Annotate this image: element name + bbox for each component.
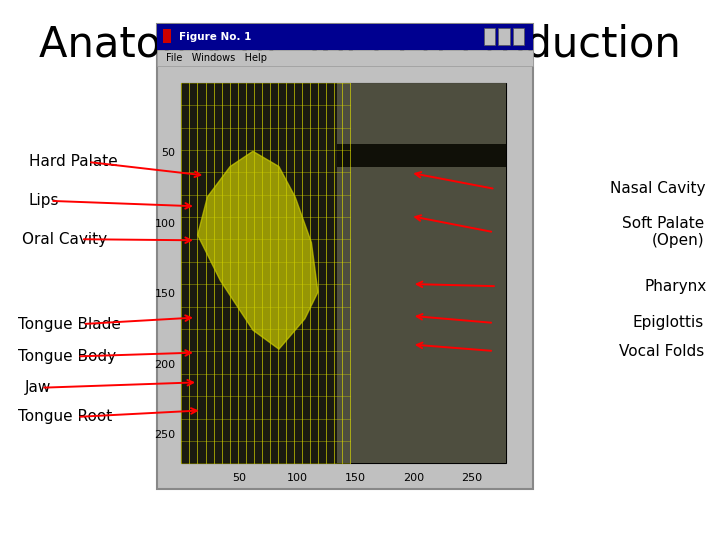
Text: Tongue Body: Tongue Body [18, 349, 116, 364]
Bar [338, 83, 506, 463]
Bar [163, 29, 171, 43]
Bar [157, 24, 533, 489]
Bar [513, 29, 524, 45]
Text: Anatomy of Speech Production: Anatomy of Speech Production [39, 24, 681, 66]
Text: Oral Cavity: Oral Cavity [22, 232, 107, 247]
Text: 250: 250 [461, 473, 482, 483]
Text: Pharynx: Pharynx [645, 279, 707, 294]
Text: Nasal Cavity: Nasal Cavity [610, 181, 706, 197]
Bar [181, 83, 506, 463]
Text: 200: 200 [403, 473, 424, 483]
Polygon shape [198, 151, 318, 349]
Text: Vocal Folds: Vocal Folds [619, 343, 704, 359]
Text: Lips: Lips [29, 193, 59, 208]
Text: Soft Palate
(Open): Soft Palate (Open) [622, 216, 704, 248]
Text: 150: 150 [345, 473, 366, 483]
Text: 150: 150 [155, 289, 176, 299]
Bar [338, 144, 506, 166]
Text: 100: 100 [155, 219, 176, 229]
Bar [157, 24, 533, 50]
Text: 50: 50 [161, 148, 176, 158]
Text: 50: 50 [233, 473, 246, 483]
Text: Figure No. 1: Figure No. 1 [179, 32, 251, 42]
Text: File   Windows   Help: File Windows Help [166, 53, 266, 63]
Text: Tongue Root: Tongue Root [18, 409, 112, 424]
Text: 200: 200 [155, 360, 176, 370]
Text: 100: 100 [287, 473, 308, 483]
Bar [157, 50, 533, 66]
Text: Epiglottis: Epiglottis [633, 315, 704, 330]
Bar [484, 29, 495, 45]
Text: Jaw: Jaw [25, 380, 52, 395]
Bar [498, 29, 510, 45]
Text: Tongue Blade: Tongue Blade [18, 316, 121, 332]
Text: Hard Palate: Hard Palate [29, 154, 117, 170]
Text: 250: 250 [155, 430, 176, 440]
